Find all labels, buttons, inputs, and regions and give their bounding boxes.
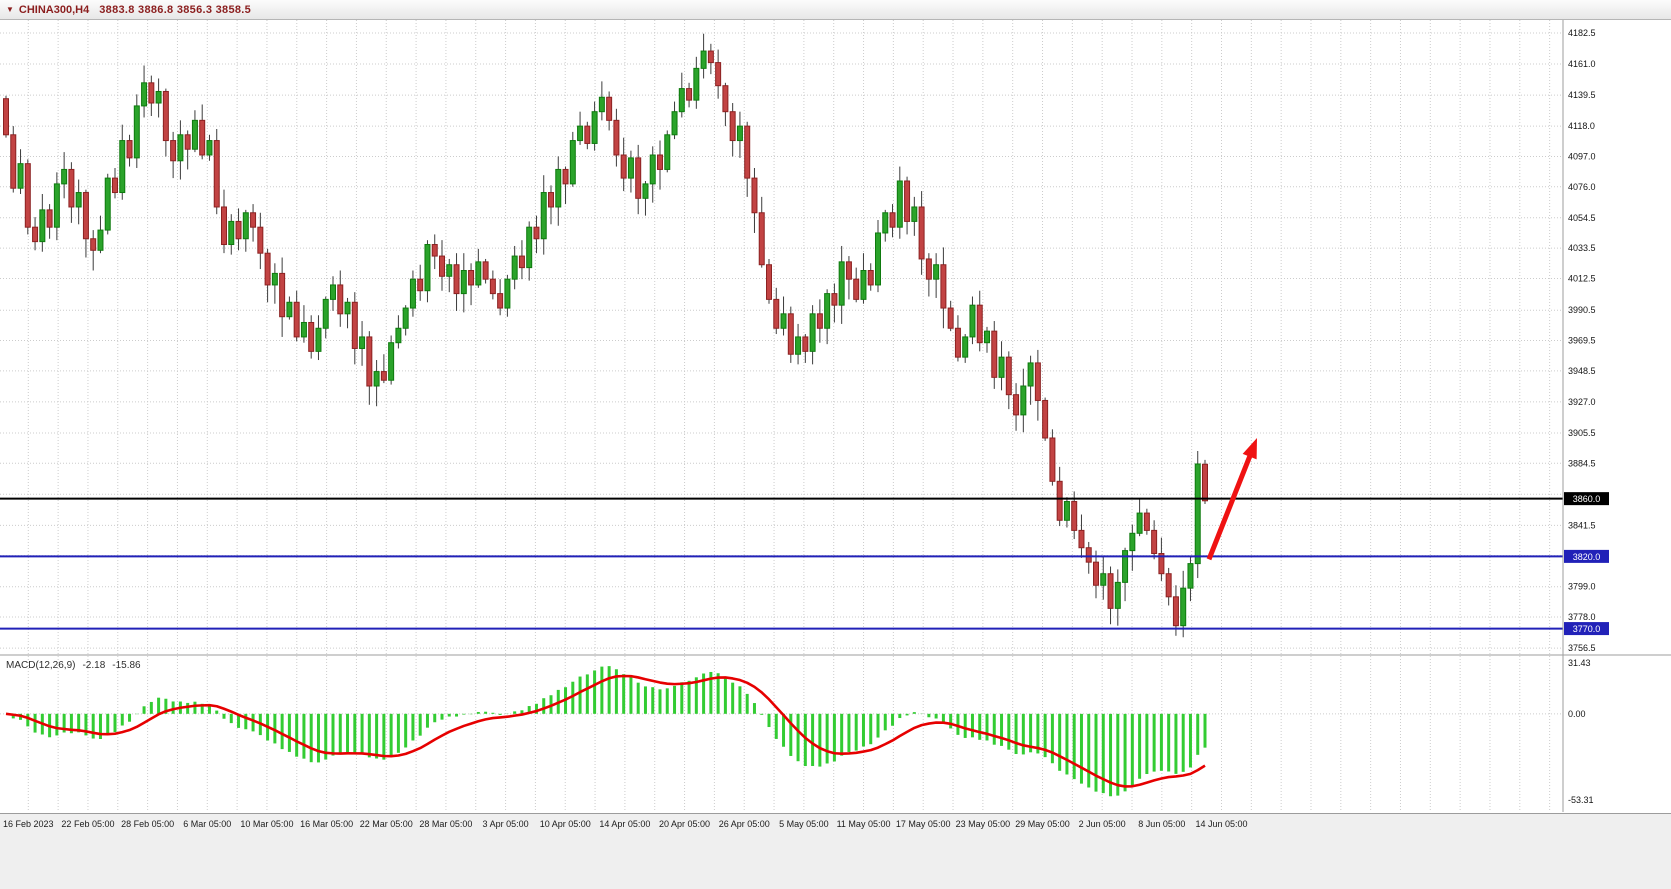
trend-arrow[interactable] bbox=[1206, 437, 1257, 561]
level-lines-layer bbox=[0, 497, 1563, 630]
price-tick-label: 3948.5 bbox=[1568, 366, 1596, 376]
price-tick-label: 3799.0 bbox=[1568, 582, 1596, 592]
price-tick-label: 3969.5 bbox=[1568, 336, 1596, 346]
time-label: 10 Apr 05:00 bbox=[539, 819, 591, 829]
price-tick-label: 3927.0 bbox=[1568, 397, 1596, 407]
price-level-badge-label: 3820.0 bbox=[1573, 552, 1601, 562]
time-label: 11 May 05:00 bbox=[836, 819, 891, 829]
candles-layer bbox=[3, 33, 1208, 638]
price-tick-label: 4097.0 bbox=[1568, 151, 1596, 161]
time-label: 14 Apr 05:00 bbox=[599, 819, 651, 829]
macd-signal-value: -15.86 bbox=[112, 660, 141, 671]
price-tick-label: 3905.5 bbox=[1568, 428, 1596, 438]
price-tick-label: 4033.5 bbox=[1568, 243, 1596, 253]
macd-tick-label: 31.43 bbox=[1568, 658, 1591, 668]
time-label: 17 May 05:00 bbox=[895, 819, 951, 829]
price-scale[interactable]: 4182.5 4161.0 4139.5 4118.0 4097.0 4076.0 4054… bbox=[1564, 28, 1609, 805]
grid-layer bbox=[0, 20, 1563, 812]
macd-tick-label: -53.31 bbox=[1568, 795, 1594, 805]
time-label: 29 May 05:00 bbox=[1015, 819, 1070, 829]
time-label: 6 Mar 05:00 bbox=[183, 819, 232, 829]
price-tick-label: 4182.5 bbox=[1568, 28, 1596, 38]
macd-hist-value: -2.18 bbox=[82, 660, 106, 671]
price-tick-label: 4161.0 bbox=[1568, 59, 1596, 69]
time-label: 14 Jun 05:00 bbox=[1195, 819, 1248, 829]
price-level-badge bbox=[1564, 492, 1609, 506]
time-label: 20 Apr 05:00 bbox=[659, 819, 711, 829]
price-tick-label: 4118.0 bbox=[1568, 121, 1595, 131]
time-label: 3 Apr 05:00 bbox=[482, 819, 529, 829]
macd-indicator-label: MACD(12,26,9) -2.18 -15.86 bbox=[6, 660, 148, 671]
price-level-badge-label: 3770.0 bbox=[1573, 624, 1601, 634]
price-tick-label: 4139.5 bbox=[1568, 90, 1596, 100]
time-label: 26 Apr 05:00 bbox=[718, 819, 770, 829]
time-label: 16 Feb 2023 bbox=[3, 819, 54, 829]
price-level-badge bbox=[1564, 549, 1609, 563]
symbol-dropdown-icon: ▼ bbox=[6, 4, 14, 14]
time-label: 28 Feb 05:00 bbox=[121, 819, 175, 829]
symbol-timeframe-label: CHINA300,H4 bbox=[18, 3, 90, 16]
price-tick-label: 4012.5 bbox=[1568, 273, 1596, 283]
price-level-badge-label: 3860.0 bbox=[1573, 494, 1601, 504]
time-label: 22 Mar 05:00 bbox=[359, 819, 413, 829]
time-label: 28 Mar 05:00 bbox=[419, 819, 473, 829]
time-label: 10 Mar 05:00 bbox=[240, 819, 294, 829]
price-tick-label: 3756.5 bbox=[1568, 643, 1596, 653]
price-level-badge bbox=[1564, 622, 1609, 636]
ohlc-values: 3883.8 3886.8 3856.3 3858.5 bbox=[99, 3, 252, 16]
time-label: 22 Feb 05:00 bbox=[61, 819, 115, 829]
price-tick-label: 3841.5 bbox=[1568, 520, 1596, 530]
macd-title: MACD(12,26,9) bbox=[6, 660, 76, 671]
price-tick-label: 4076.0 bbox=[1568, 182, 1596, 192]
chart-info-bar: ▼ CHINA300,H4 3883.8 3886.8 3856.3 3858.… bbox=[0, 0, 1671, 20]
time-label: 2 Jun 05:00 bbox=[1078, 819, 1126, 829]
time-label: 8 Jun 05:00 bbox=[1138, 819, 1186, 829]
panel-separators bbox=[0, 20, 1671, 812]
price-tick-label: 4054.5 bbox=[1568, 213, 1596, 223]
price-tick-label: 3884.5 bbox=[1568, 458, 1596, 468]
macd-tick-label: 0.00 bbox=[1568, 709, 1586, 719]
time-label: 16 Mar 05:00 bbox=[300, 819, 354, 829]
price-tick-label: 3778.0 bbox=[1568, 612, 1596, 622]
time-scale[interactable]: 16 Feb 2023 22 Feb 05:00 28 Feb 05:00 6 Mar… bbox=[0, 813, 1671, 889]
macd-histogram bbox=[11, 666, 1207, 797]
time-label: 5 May 05:00 bbox=[779, 819, 829, 829]
time-label: 23 May 05:00 bbox=[955, 819, 1011, 829]
macd-signal-line bbox=[5, 674, 1206, 788]
price-tick-label: 3990.5 bbox=[1568, 305, 1596, 315]
